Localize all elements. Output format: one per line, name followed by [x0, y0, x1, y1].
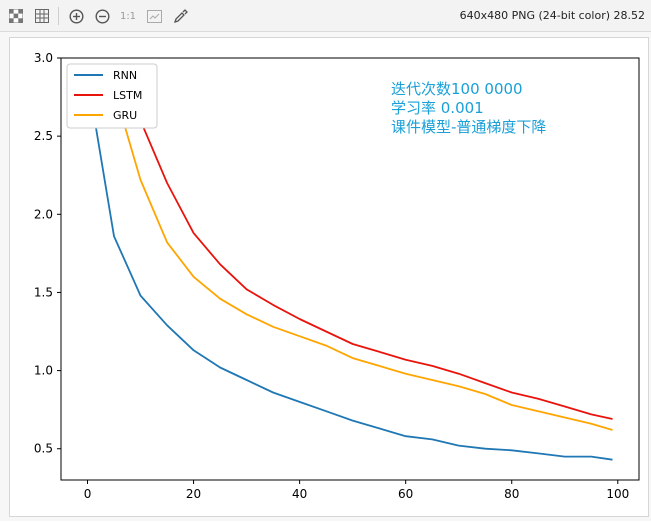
series-line-lstm	[87, 75, 613, 420]
legend-label-lstm: LSTM	[113, 89, 142, 102]
y-tick-label: 0.5	[34, 442, 53, 456]
grid-icon[interactable]	[32, 6, 52, 26]
x-tick-label: 60	[398, 487, 413, 501]
legend-box	[66, 63, 158, 129]
viewer-toolbar: 1:1 640x480 PNG (24-bit color) 28.52	[0, 0, 651, 32]
color-picker-icon[interactable]	[170, 6, 190, 26]
annotation-line: 学习率 0.001	[391, 99, 484, 117]
series-line-rnn	[86, 76, 613, 461]
x-tick-label: 100	[606, 487, 629, 501]
image-canvas: 0 20 40 60 80 100 0.5 1.0 1.5 2.0 2.5 3.0 RNN LSTM GRU…	[9, 37, 649, 517]
annotation-line: 课件模型-普通梯度下降	[391, 118, 546, 136]
checkerboard-icon[interactable]	[6, 6, 26, 26]
plot-area	[60, 57, 640, 481]
annotation-line: 迭代次数100 0000	[391, 80, 523, 98]
zoom-in-icon[interactable]	[66, 6, 86, 26]
x-tick-label: 40	[292, 487, 307, 501]
x-tick-label: 0	[84, 487, 92, 501]
zoom-out-icon[interactable]	[92, 6, 112, 26]
y-tick-label: 2.5	[34, 129, 53, 143]
fit-window-icon[interactable]	[144, 6, 164, 26]
actual-size-icon[interactable]: 1:1	[119, 10, 137, 22]
x-tick-label: 20	[186, 487, 201, 501]
series-line-gru	[87, 75, 613, 431]
legend-label-rnn: RNN	[113, 69, 137, 82]
line-chart: 0 20 40 60 80 100 0.5 1.0 1.5 2.0 2.5 3.0 RNN LSTM GRU…	[34, 51, 640, 501]
image-info: 640x480 PNG (24-bit color) 28.52	[459, 9, 645, 22]
legend-label-gru: GRU	[113, 109, 137, 122]
y-tick-label: 3.0	[34, 51, 53, 65]
y-tick-label: 2.0	[34, 207, 53, 221]
x-tick-label: 80	[504, 487, 519, 501]
y-tick-label: 1.0	[34, 364, 53, 378]
y-tick-label: 1.5	[34, 285, 53, 299]
